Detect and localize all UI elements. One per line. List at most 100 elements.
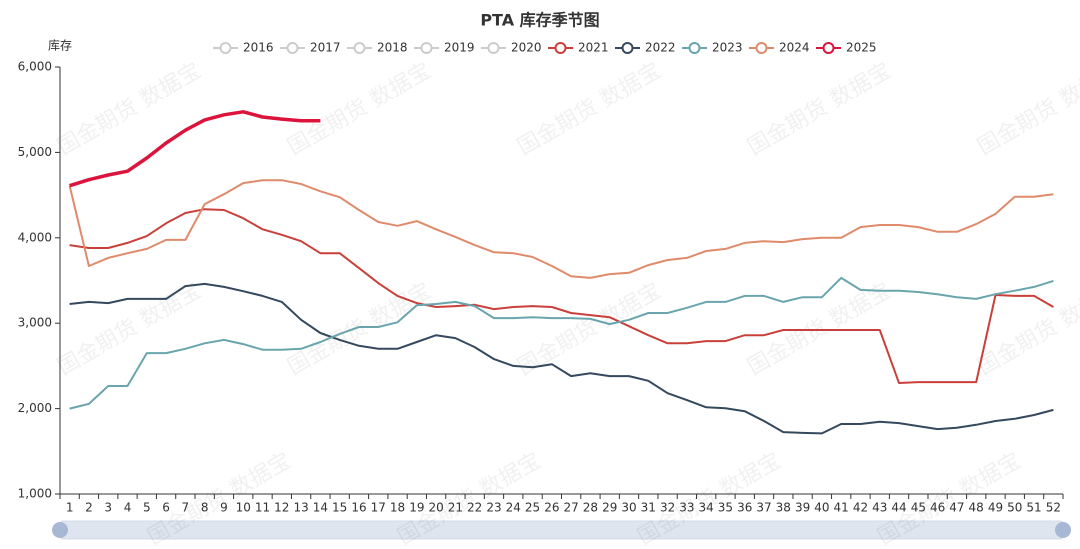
x-tick-label: 49 bbox=[988, 501, 1003, 515]
y-axis-label: 库存 bbox=[48, 38, 72, 53]
x-tick-label: 1 bbox=[66, 501, 74, 515]
x-tick-label: 2 bbox=[85, 501, 93, 515]
x-tick-label: 43 bbox=[872, 501, 887, 515]
x-tick-label: 48 bbox=[969, 501, 984, 515]
x-tick-label: 9 bbox=[220, 501, 228, 515]
legend-item[interactable]: 2021 bbox=[548, 41, 609, 55]
legend-label: 2018 bbox=[377, 41, 408, 55]
legend-swatch bbox=[420, 42, 433, 54]
legend-label: 2023 bbox=[712, 41, 743, 55]
x-tick-label: 6 bbox=[162, 501, 170, 515]
watermark: 国金期货 数据宝 bbox=[974, 58, 1080, 160]
legend-item[interactable]: 2016 bbox=[213, 41, 274, 55]
legend-swatch bbox=[286, 42, 299, 54]
series-line bbox=[69, 110, 321, 188]
x-tick-label: 23 bbox=[486, 501, 501, 515]
y-tick-label: 5,000 bbox=[18, 145, 52, 159]
x-tick-label: 35 bbox=[718, 501, 733, 515]
series-line bbox=[69, 282, 1054, 435]
watermark: 国金期货 数据宝 bbox=[514, 278, 666, 380]
x-tick-label: 42 bbox=[853, 501, 868, 515]
watermark: 国金期货 数据宝 bbox=[284, 278, 436, 380]
y-tick-label: 1,000 bbox=[18, 487, 52, 501]
legend-item[interactable]: 2023 bbox=[682, 41, 743, 55]
legend-item[interactable]: 2019 bbox=[414, 41, 475, 55]
x-tick-label: 3 bbox=[104, 501, 112, 515]
x-tick-label: 24 bbox=[506, 501, 521, 515]
x-tick-label: 27 bbox=[564, 501, 579, 515]
zoom-handle[interactable] bbox=[1055, 522, 1071, 538]
x-tick-label: 32 bbox=[660, 501, 675, 515]
x-tick-label: 36 bbox=[737, 501, 752, 515]
series-line bbox=[69, 208, 1054, 384]
x-tick-label: 8 bbox=[201, 501, 209, 515]
x-tick-label: 21 bbox=[448, 501, 463, 515]
x-tick-label: 16 bbox=[351, 501, 366, 515]
x-tick-label: 26 bbox=[544, 501, 559, 515]
y-tick-label: 4,000 bbox=[18, 230, 52, 244]
x-tick-label: 22 bbox=[467, 501, 482, 515]
legend-label: 2017 bbox=[310, 41, 341, 55]
legend-item[interactable]: 2020 bbox=[481, 41, 542, 55]
x-tick-label: 34 bbox=[699, 501, 714, 515]
x-tick-label: 44 bbox=[891, 501, 906, 515]
x-tick-label: 31 bbox=[641, 501, 656, 515]
chart-title: PTA 库存季节图 bbox=[480, 11, 599, 30]
x-tick-label: 40 bbox=[814, 501, 829, 515]
legend-item[interactable]: 2017 bbox=[280, 41, 341, 55]
x-tick-label: 11 bbox=[255, 501, 270, 515]
watermark: 国金期货 数据宝 bbox=[744, 58, 896, 160]
watermark: 国金期货 数据宝 bbox=[514, 58, 666, 160]
legend-item[interactable]: 2025 bbox=[816, 41, 877, 55]
x-tick-label: 52 bbox=[1046, 501, 1061, 515]
legend-swatch bbox=[487, 42, 500, 54]
legend-label: 2022 bbox=[645, 41, 676, 55]
x-tick-label: 14 bbox=[313, 501, 328, 515]
y-tick-label: 6,000 bbox=[18, 60, 52, 74]
x-tick-label: 20 bbox=[428, 501, 443, 515]
x-tick-label: 13 bbox=[293, 501, 308, 515]
x-tick-label: 41 bbox=[834, 501, 849, 515]
watermark: 国金期货 数据宝 bbox=[974, 278, 1080, 380]
x-tick-label: 50 bbox=[1007, 501, 1022, 515]
legend-label: 2019 bbox=[444, 41, 475, 55]
legend-swatch bbox=[822, 42, 835, 54]
x-tick-label: 45 bbox=[911, 501, 926, 515]
legend-swatch bbox=[621, 42, 634, 54]
legend-label: 2024 bbox=[779, 41, 810, 55]
legend-swatch bbox=[688, 42, 701, 54]
legend-label: 2021 bbox=[578, 41, 609, 55]
legend-label: 2016 bbox=[243, 41, 274, 55]
legend-label: 2020 bbox=[511, 41, 542, 55]
x-tick-label: 38 bbox=[776, 501, 791, 515]
legend-item[interactable]: 2022 bbox=[615, 41, 676, 55]
x-tick-label: 37 bbox=[756, 501, 771, 515]
legend-item[interactable]: 2024 bbox=[749, 41, 810, 55]
x-tick-label: 12 bbox=[274, 501, 289, 515]
x-tick-label: 25 bbox=[525, 501, 540, 515]
watermark: 国金期货 数据宝 bbox=[54, 58, 206, 160]
x-tick-label: 17 bbox=[371, 501, 386, 515]
x-tick-label: 47 bbox=[949, 501, 964, 515]
x-tick-label: 46 bbox=[930, 501, 945, 515]
x-tick-label: 10 bbox=[236, 501, 251, 515]
x-tick-label: 18 bbox=[390, 501, 405, 515]
x-tick-label: 28 bbox=[583, 501, 598, 515]
watermark: 国金期货 数据宝 bbox=[284, 58, 436, 160]
x-tick-label: 5 bbox=[143, 501, 151, 515]
x-tick-label: 51 bbox=[1026, 501, 1041, 515]
y-tick-label: 2,000 bbox=[18, 401, 52, 415]
zoom-handle[interactable] bbox=[52, 522, 68, 538]
series-line bbox=[69, 276, 1054, 410]
data-zoom[interactable] bbox=[52, 520, 1071, 540]
legend-label: 2025 bbox=[846, 41, 877, 55]
x-tick-label: 29 bbox=[602, 501, 617, 515]
x-tick-label: 39 bbox=[795, 501, 810, 515]
legend-item[interactable]: 2018 bbox=[347, 41, 408, 55]
legend-swatch bbox=[219, 42, 232, 54]
legend-swatch bbox=[554, 42, 567, 54]
x-tick-label: 15 bbox=[332, 501, 347, 515]
x-tick-label: 33 bbox=[679, 501, 694, 515]
x-tick-label: 19 bbox=[409, 501, 424, 515]
